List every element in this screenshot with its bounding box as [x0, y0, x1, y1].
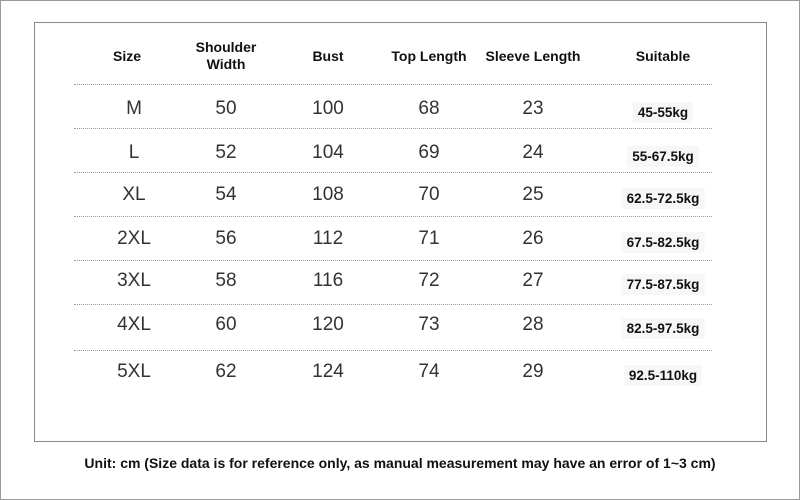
header-top-length: Top Length	[391, 48, 467, 64]
shoulder-width-cell: 50	[215, 98, 237, 119]
suitable-weight-cell: 62.5-72.5kg	[621, 188, 705, 209]
size-cell: L	[128, 142, 140, 163]
suitable-weight-cell: 67.5-82.5kg	[621, 232, 705, 253]
sleeve-length-cell: 26	[522, 228, 544, 249]
header-size: Size	[112, 48, 142, 64]
top-length-cell: 69	[418, 142, 440, 163]
bust-cell: 108	[312, 184, 344, 205]
sleeve-length-cell: 27	[522, 270, 544, 291]
bust-cell: 104	[312, 142, 344, 163]
top-length-cell: 70	[418, 184, 440, 205]
bust-cell: 120	[312, 314, 344, 335]
row-divider	[74, 304, 712, 305]
top-length-cell: 72	[418, 270, 440, 291]
shoulder-width-cell: 54	[215, 184, 237, 205]
row-divider	[74, 350, 712, 351]
shoulder-width-cell: 62	[215, 361, 237, 382]
bust-cell: 124	[312, 361, 344, 382]
bust-cell: 112	[312, 228, 344, 249]
size-cell: 4XL	[117, 314, 151, 335]
sleeve-length-cell: 24	[522, 142, 544, 163]
suitable-weight-cell: 92.5-110kg	[623, 365, 703, 386]
suitable-weight-cell: 45-55kg	[632, 102, 694, 123]
shoulder-width-cell: 60	[215, 314, 237, 335]
row-divider	[74, 260, 712, 261]
sleeve-length-cell: 23	[522, 98, 544, 119]
top-length-cell: 73	[418, 314, 440, 335]
row-divider	[74, 172, 712, 173]
header-sleeve-length: Sleeve Length	[485, 48, 581, 64]
header-bust: Bust	[312, 48, 344, 64]
top-length-cell: 68	[418, 98, 440, 119]
size-cell: M	[126, 98, 142, 119]
row-divider	[74, 216, 712, 217]
suitable-weight-cell: 77.5-87.5kg	[621, 274, 705, 295]
bust-cell: 116	[312, 270, 344, 291]
bust-cell: 100	[312, 98, 344, 119]
size-cell: 3XL	[117, 270, 151, 291]
shoulder-width-cell: 58	[215, 270, 237, 291]
top-length-cell: 74	[418, 361, 440, 382]
shoulder-width-cell: 52	[215, 142, 237, 163]
unit-note: Unit: cm (Size data is for reference onl…	[84, 455, 716, 471]
top-length-cell: 71	[418, 228, 440, 249]
header-shoulder-width: Shoulder Width	[195, 39, 257, 72]
size-chart-box	[34, 22, 767, 442]
sleeve-length-cell: 25	[522, 184, 544, 205]
size-cell: XL	[122, 184, 146, 205]
suitable-weight-cell: 82.5-97.5kg	[621, 318, 705, 339]
suitable-weight-cell: 55-67.5kg	[627, 146, 699, 167]
row-divider	[74, 84, 712, 85]
size-cell: 2XL	[117, 228, 151, 249]
row-divider	[74, 128, 712, 129]
size-cell: 5XL	[117, 361, 151, 382]
header-suitable: Suitable	[635, 48, 691, 64]
sleeve-length-cell: 29	[522, 361, 544, 382]
shoulder-width-cell: 56	[215, 228, 237, 249]
sleeve-length-cell: 28	[522, 314, 544, 335]
